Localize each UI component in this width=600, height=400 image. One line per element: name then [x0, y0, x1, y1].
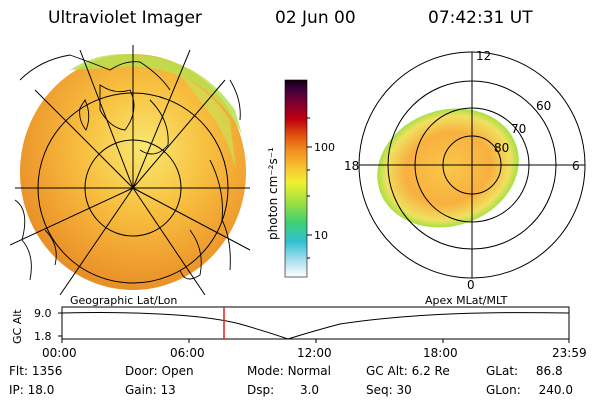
orbit-ytick-9: 9.0	[34, 307, 52, 320]
door-label: Door:	[125, 364, 158, 378]
dsp-label: Dsp:	[247, 383, 275, 397]
orbit-ylabel: GC Alt	[11, 309, 24, 344]
status-dsp: Dsp: 3.0	[247, 383, 319, 397]
orbit-xtick-0000: 00:00	[42, 346, 77, 360]
mlt-label-0: 0	[467, 278, 475, 292]
orbit-xtick-0600: 06:00	[170, 346, 205, 360]
status-glon: GLon: 240.0	[486, 383, 573, 397]
polar-grid	[358, 51, 586, 279]
lat-lon-grid	[10, 45, 250, 295]
gain-label: Gain:	[125, 383, 157, 397]
date-label: 02 Jun 00	[275, 8, 356, 28]
seq-value: 30	[396, 383, 412, 397]
polar-plot: 12 18 6 0 60 70 80	[344, 49, 586, 292]
gcalt-value: 6.2 Re	[411, 364, 450, 378]
orbit-xtick-1800: 18:00	[423, 346, 458, 360]
glon-label: GLon:	[486, 383, 521, 397]
status-gain: Gain: 13	[125, 383, 176, 397]
flt-label: Flt:	[9, 364, 28, 378]
gcalt-label: GC Alt:	[366, 364, 408, 378]
seq-label: Seq:	[366, 383, 393, 397]
instrument-title: Ultraviolet Imager	[48, 8, 202, 28]
lat-label-70: 70	[511, 122, 526, 136]
colorbar: 100 10 photon cm⁻²s⁻¹	[266, 79, 335, 278]
flt-value: 1356	[31, 364, 63, 378]
colorbar-label: photon cm⁻²s⁻¹	[266, 147, 280, 240]
glat-value: 86.8	[535, 364, 563, 378]
mode-value: Normal	[287, 364, 331, 378]
time-label: 07:42:31 UT	[428, 8, 533, 28]
mode-label: Mode:	[247, 364, 284, 378]
orbit-xtick-1200: 12:00	[297, 346, 332, 360]
lat-label-60: 60	[536, 99, 551, 113]
status-glat: GLat: 86.8	[486, 364, 563, 378]
orbit-altitude-curve	[61, 312, 570, 340]
glon-value: 240.0	[538, 383, 573, 397]
status-ip: IP: 18.0	[9, 383, 54, 397]
geographic-map	[10, 45, 250, 295]
mlt-label-6: 6	[572, 159, 580, 173]
glat-label: GLat:	[486, 364, 519, 378]
geo-caption: Geographic Lat/Lon	[70, 294, 177, 307]
colorbar-tick-100: 100	[314, 141, 335, 154]
mlt-label-12: 12	[476, 49, 491, 63]
orbit-plot	[58, 306, 570, 343]
status-door: Door: Open	[125, 364, 194, 378]
mlt-label-18: 18	[344, 159, 359, 173]
lat-label-80: 80	[494, 141, 509, 155]
status-mode: Mode: Normal	[247, 364, 331, 378]
orbit-ytick-1.8: 1.8	[34, 330, 52, 343]
status-seq: Seq: 30	[366, 383, 412, 397]
polar-caption: Apex MLat/MLT	[425, 294, 508, 307]
colorbar-tick-10: 10	[314, 229, 328, 242]
orbit-xtick-2359: 23:59	[552, 346, 587, 360]
image-green-rim	[70, 54, 242, 135]
ip-label: IP:	[9, 383, 24, 397]
gain-value: 13	[160, 383, 176, 397]
ip-value: 18.0	[27, 383, 55, 397]
status-flt: Flt: 1356	[9, 364, 62, 378]
door-value: Open	[161, 364, 194, 378]
status-gcalt: GC Alt: 6.2 Re	[366, 364, 450, 378]
dsp-value: 3.0	[299, 383, 320, 397]
